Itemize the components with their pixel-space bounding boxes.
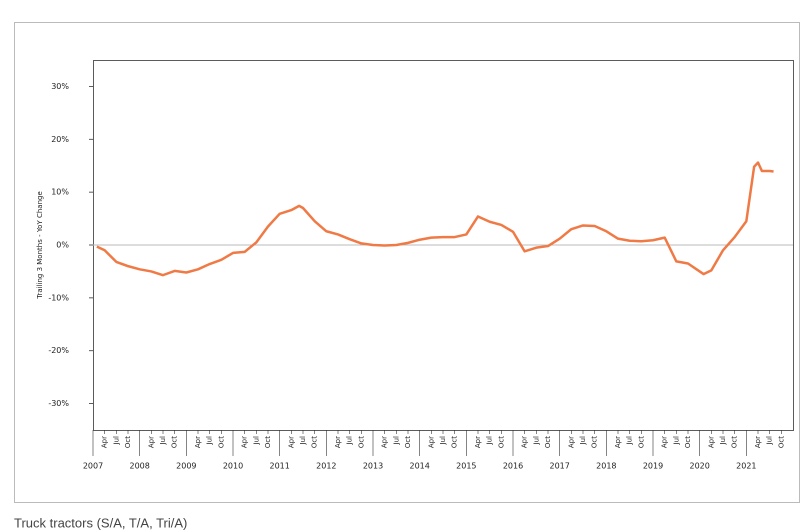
x-year-label: 2016: [503, 462, 523, 471]
y-tick-label: 20%: [51, 135, 69, 144]
x-year-label: 2007: [83, 462, 103, 471]
x-year-label: 2012: [316, 462, 336, 471]
x-month-label: Oct: [684, 436, 692, 448]
x-year-label: 2021: [736, 462, 756, 471]
y-tick-label: -20%: [48, 346, 69, 355]
x-month-label: Jul: [206, 436, 214, 446]
x-month-label: Oct: [637, 436, 645, 448]
x-month-label: Apr: [101, 436, 109, 448]
x-month-label: Apr: [661, 436, 669, 448]
x-month-label: Oct: [731, 436, 739, 448]
y-tick-label: -30%: [48, 399, 69, 408]
x-month-label: Apr: [334, 436, 342, 448]
x-month-label: Jul: [299, 436, 307, 446]
x-month-label: Apr: [614, 436, 622, 448]
x-month-label: Jul: [579, 436, 587, 446]
x-month-label: Oct: [311, 436, 319, 448]
x-year-label: 2010: [223, 462, 243, 471]
x-month-label: Apr: [427, 436, 435, 448]
caption: Truck tractors (S/A, T/A, Tri/A): [14, 515, 187, 530]
x-month-label: Jul: [626, 436, 634, 446]
x-month-label: Apr: [474, 436, 482, 448]
y-tick-label: 30%: [51, 82, 69, 91]
x-month-label: Jul: [486, 436, 494, 446]
data-line: [96, 161, 774, 277]
x-year-label: 2019: [643, 462, 663, 471]
x-month-label: Oct: [451, 436, 459, 448]
x-month-label: Apr: [241, 436, 249, 448]
x-month-label: Apr: [521, 436, 529, 448]
x-month-label: Jul: [159, 436, 167, 446]
x-year-label: 2008: [129, 462, 149, 471]
x-year-label: 2014: [409, 462, 429, 471]
x-month-label: Jul: [112, 436, 120, 446]
x-year-label: 2011: [269, 462, 289, 471]
x-month-label: Oct: [264, 436, 272, 448]
y-tick-label: -10%: [48, 293, 69, 302]
x-year-label: 2015: [456, 462, 476, 471]
x-month-label: Jul: [439, 436, 447, 446]
x-month-label: Jul: [719, 436, 727, 446]
x-year-label: 2009: [176, 462, 196, 471]
x-month-label: Jul: [766, 436, 774, 446]
x-month-label: Oct: [591, 436, 599, 448]
x-month-label: Oct: [217, 436, 225, 448]
y-tick-label: 10%: [51, 188, 69, 197]
x-month-label: Oct: [777, 436, 785, 448]
x-month-label: Oct: [404, 436, 412, 448]
x-month-label: Jul: [532, 436, 540, 446]
x-month-label: Apr: [754, 436, 762, 448]
x-month-label: Jul: [346, 436, 354, 446]
x-month-label: Oct: [544, 436, 552, 448]
x-year-label: 2013: [363, 462, 383, 471]
x-month-label: Jul: [252, 436, 260, 446]
x-year-label: 2018: [596, 462, 616, 471]
x-month-label: Oct: [357, 436, 365, 448]
x-month-label: Oct: [497, 436, 505, 448]
x-year-label: 2017: [549, 462, 569, 471]
y-tick-label: 0%: [56, 241, 69, 250]
y-axis-label: Trailing 3 Months - YoY Change: [36, 191, 44, 300]
x-month-label: Oct: [124, 436, 132, 448]
x-month-label: Apr: [147, 436, 155, 448]
x-month-label: Apr: [287, 436, 295, 448]
x-month-label: Oct: [171, 436, 179, 448]
x-month-label: Jul: [672, 436, 680, 446]
x-year-label: 2020: [689, 462, 709, 471]
x-month-label: Apr: [194, 436, 202, 448]
x-month-label: Apr: [707, 436, 715, 448]
x-month-label: Apr: [567, 436, 575, 448]
x-month-label: Apr: [381, 436, 389, 448]
x-month-label: Jul: [392, 436, 400, 446]
